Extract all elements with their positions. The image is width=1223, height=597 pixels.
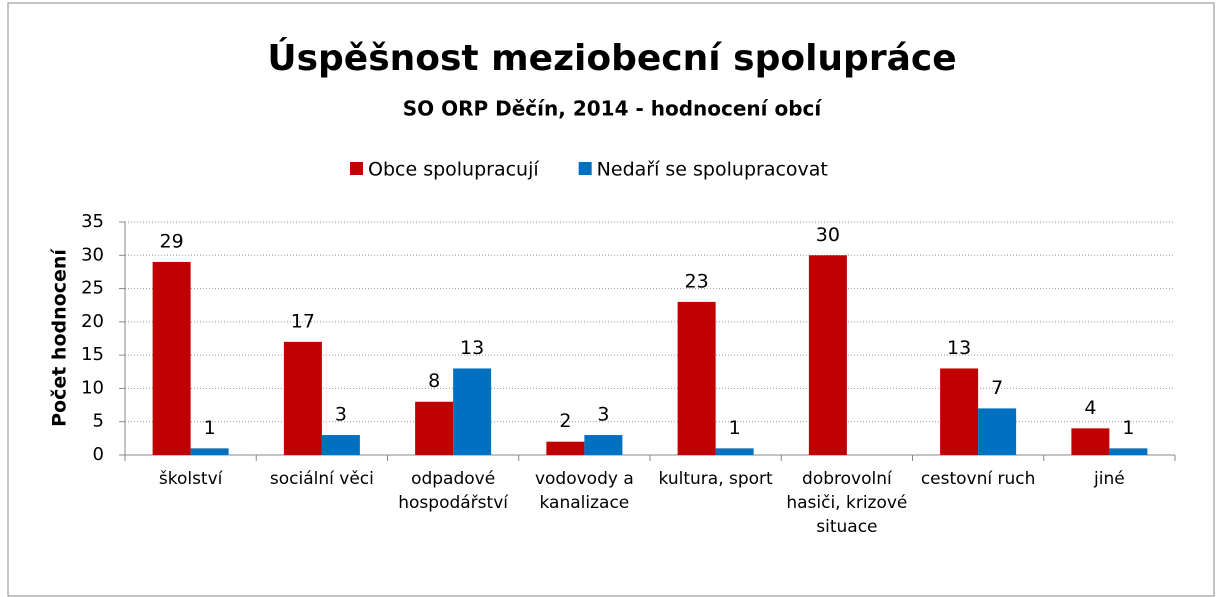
- bar: [546, 441, 585, 455]
- data-label: 1: [204, 417, 216, 439]
- x-tick-label: vodovody a kanalizace: [534, 469, 634, 513]
- legend-label: Nedaří se spolupracovat: [597, 159, 828, 181]
- x-tick-label: jiné: [1094, 469, 1125, 489]
- bar: [1071, 428, 1110, 455]
- data-label: 4: [1084, 397, 1096, 419]
- legend-swatch: [578, 162, 592, 175]
- legend-label: Obce spolupracují: [368, 159, 539, 181]
- bar: [453, 368, 492, 455]
- y-tick-label: 35: [81, 211, 104, 232]
- bar: [190, 448, 229, 455]
- x-tick-label: kultura, sport: [658, 469, 773, 489]
- y-tick-label: 25: [81, 278, 104, 299]
- data-label: 23: [685, 270, 709, 292]
- data-label: 2: [559, 410, 571, 432]
- data-label: 3: [335, 404, 347, 426]
- bar: [940, 368, 979, 455]
- data-label: 1: [1122, 417, 1134, 439]
- data-label: 17: [291, 310, 315, 332]
- x-tick-label: školství: [158, 469, 223, 489]
- y-tick-label: 20: [81, 311, 104, 332]
- legend-swatch: [350, 162, 363, 175]
- bar: [715, 448, 754, 455]
- bar: [1109, 448, 1148, 455]
- y-tick-label: 5: [93, 411, 104, 432]
- x-tick-label: sociální věci: [269, 469, 374, 489]
- x-tick-label: dobrovolní hasiči, krizové situace: [786, 469, 908, 537]
- data-label: 30: [816, 224, 840, 246]
- x-tick-label: cestovní ruch: [920, 469, 1036, 489]
- y-tick-label: 30: [81, 244, 104, 265]
- bar: [283, 341, 322, 455]
- data-label: 8: [428, 370, 440, 392]
- bar: [415, 401, 454, 455]
- bar: [584, 435, 623, 455]
- y-tick-label: 10: [81, 377, 104, 398]
- bar: [808, 255, 847, 455]
- data-label: 29: [160, 230, 184, 252]
- data-label: 3: [597, 404, 609, 426]
- chart-subtitle: SO ORP Děčín, 2014 - hodnocení obcí: [403, 97, 823, 121]
- data-label: 1: [729, 417, 741, 439]
- bar: [677, 301, 716, 455]
- data-label: 7: [991, 377, 1003, 399]
- data-label: 13: [947, 337, 971, 359]
- bar: [978, 408, 1017, 455]
- y-tick-label: 15: [81, 344, 104, 365]
- chart-border: [7, 2, 1215, 597]
- y-axis-label: Počet hodnocení: [49, 248, 71, 427]
- bar: [152, 261, 191, 455]
- x-tick-label: odpadové hospodářství: [398, 469, 508, 513]
- data-label: 13: [460, 337, 484, 359]
- bar: [321, 435, 360, 455]
- y-tick-label: 0: [93, 444, 104, 465]
- chart-title: Úspěšnost meziobecní spolupráce: [267, 37, 956, 79]
